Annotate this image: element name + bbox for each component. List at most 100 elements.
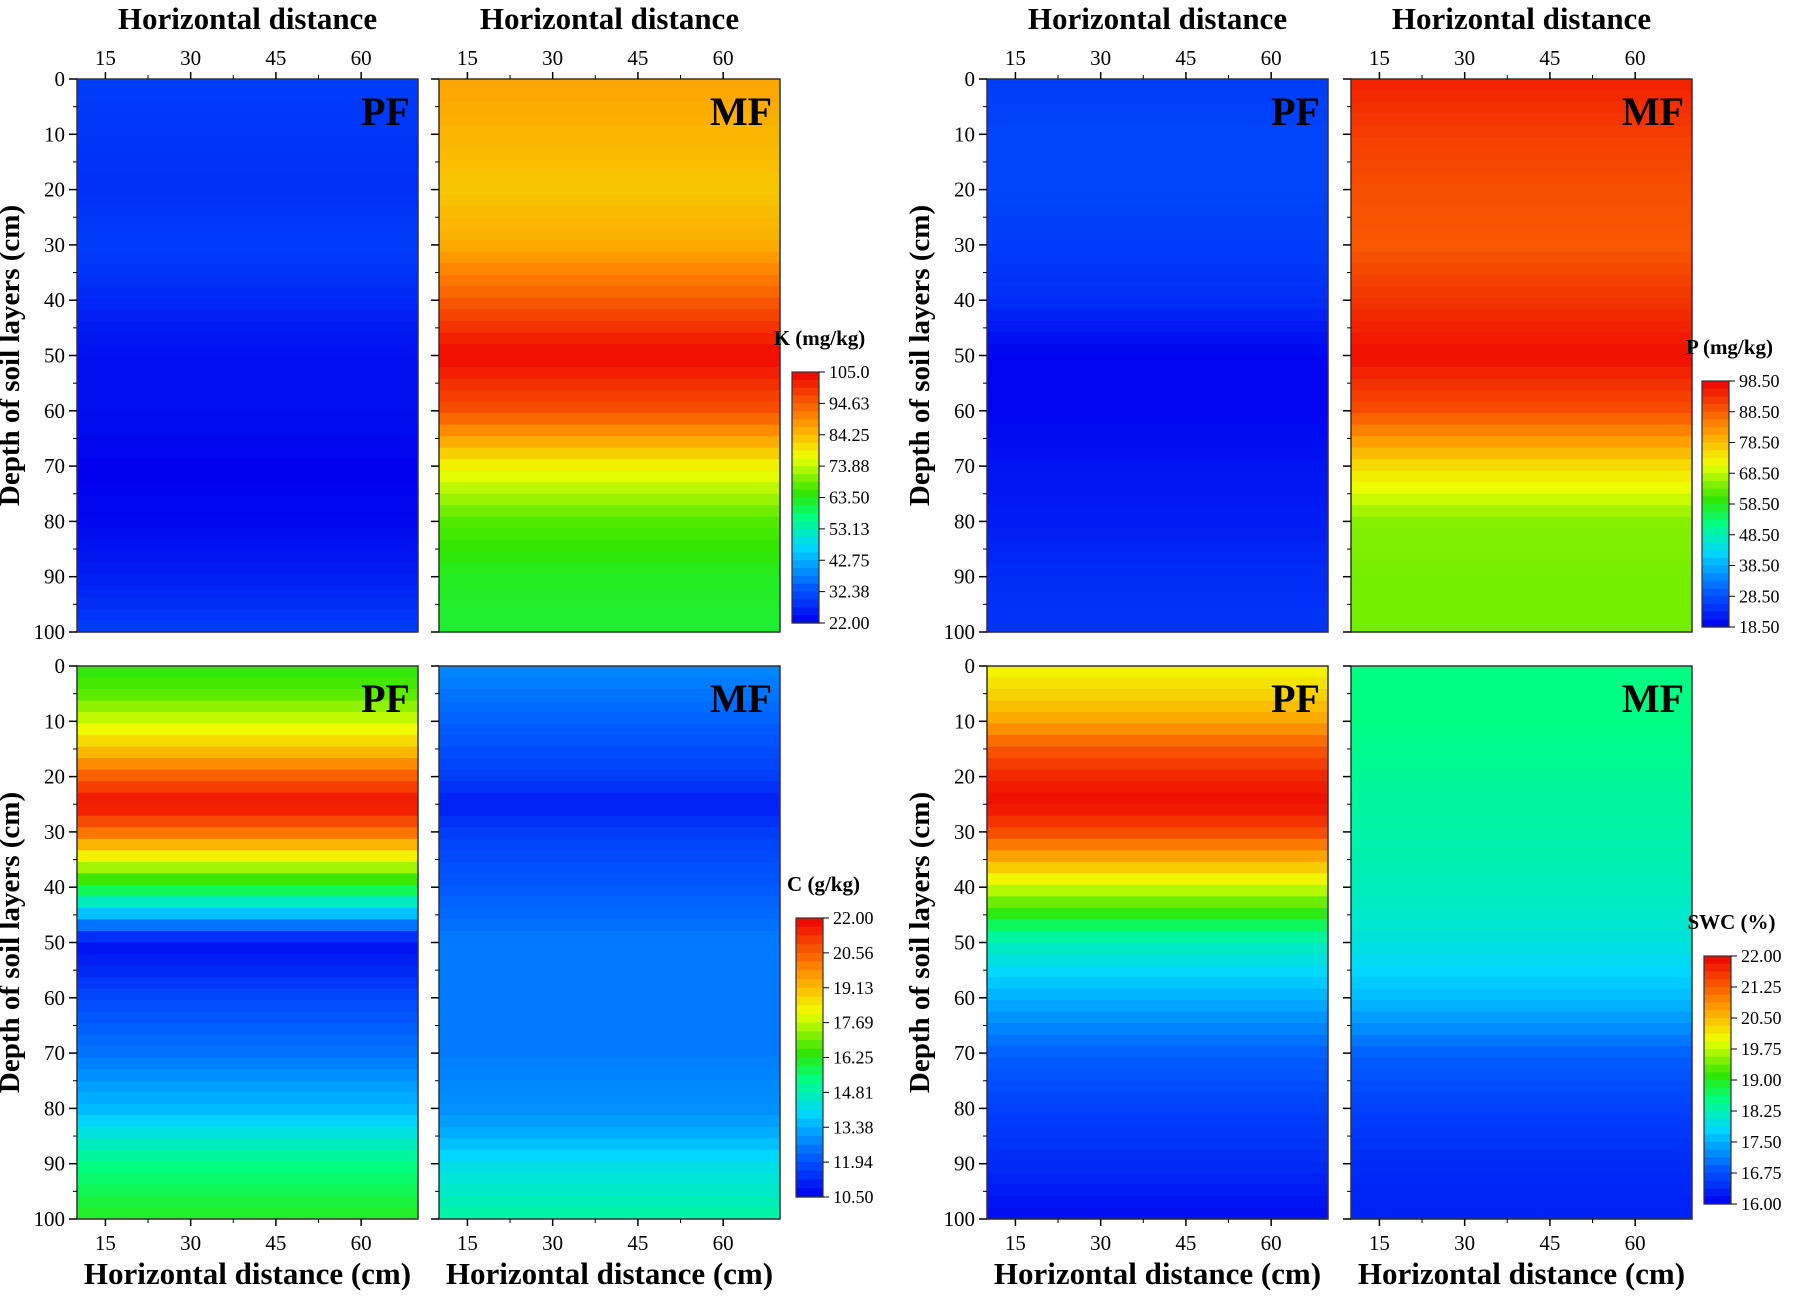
x-tick-label: 30: [1454, 1231, 1475, 1255]
heatmap-band: [1351, 1149, 1692, 1162]
colorbar-1: K (mg/kg) 105.0 94.63 84.25 73.88 63.50 53.13 4…: [774, 326, 870, 633]
heatmap-band: [439, 1023, 780, 1036]
heatmap-band: [1351, 1057, 1692, 1070]
colorbar-segment: [1702, 588, 1729, 597]
heatmap-band: [987, 1207, 1328, 1220]
colorbar-segment: [1702, 504, 1729, 513]
heatmap-band: [1351, 551, 1692, 564]
heatmap-band: [77, 551, 418, 564]
x-tick-label: 15: [95, 1231, 116, 1255]
colorbar-segment: [792, 591, 819, 601]
heatmap-band: [439, 332, 780, 345]
heatmap-band: [987, 320, 1328, 334]
heatmap-band: [77, 769, 418, 782]
heatmap-band: [439, 378, 780, 391]
heatmap-band: [1351, 171, 1692, 184]
heatmap-band: [987, 1138, 1328, 1151]
heatmap-band: [77, 827, 418, 840]
colorbar-tick-label: 63.50: [829, 488, 870, 508]
heatmap-band: [439, 90, 780, 103]
heatmap-band: [987, 102, 1328, 115]
colorbar-segment: [796, 1118, 823, 1128]
heatmap-band: [77, 804, 418, 817]
heatmap-band: [987, 182, 1328, 195]
x-tick-label: 45: [1175, 46, 1196, 70]
y-tick-label: 20: [44, 178, 65, 202]
heatmap-band: [1351, 1184, 1692, 1197]
colorbar-segment: [1702, 465, 1729, 474]
heatmap-band: [987, 378, 1328, 391]
colorbar-segment: [796, 1144, 823, 1155]
heatmap-band: [1351, 838, 1692, 851]
heatmap-band: [77, 1172, 418, 1186]
heatmap-band: [439, 401, 780, 414]
x-tick-label: 45: [1175, 1231, 1196, 1255]
x-tick-label: 30: [542, 46, 563, 70]
heatmap-band: [439, 516, 780, 529]
colorbar-tick-label: 19.75: [1741, 1039, 1782, 1059]
heatmap-band: [77, 1195, 418, 1209]
panel-label: MF: [710, 89, 772, 134]
colorbar-tick-label: 73.88: [829, 456, 870, 476]
heatmap-band: [1351, 516, 1692, 529]
heatmap-band: [987, 873, 1328, 886]
heatmap-band: [987, 1011, 1328, 1024]
heatmap-band: [987, 90, 1328, 103]
heatmap-band: [77, 378, 418, 391]
colorbar-tick-label: 53.13: [829, 519, 870, 539]
colorbar-tick-label: 32.38: [829, 582, 870, 602]
colorbar-segment: [1702, 596, 1729, 605]
colorbar-segment: [792, 560, 819, 569]
colorbar-tick-label: 17.50: [1741, 1132, 1782, 1152]
heatmap-band: [987, 136, 1328, 149]
x-tick-label: 15: [1369, 1231, 1390, 1255]
colorbar-segment: [796, 1022, 823, 1032]
heatmap-band: [439, 689, 780, 702]
heatmap-band: [1351, 1034, 1692, 1047]
heatmap-band: [987, 1069, 1328, 1082]
colorbar-segment: [792, 403, 819, 412]
colorbar-tick-label: 68.50: [1739, 463, 1780, 483]
heatmap-band: [1351, 735, 1692, 748]
heatmap-band: [1351, 942, 1692, 955]
heatmap-band: [987, 769, 1328, 782]
heatmap-band: [987, 620, 1328, 633]
heatmap-band: [439, 965, 780, 978]
heatmap-band: [1351, 343, 1692, 357]
heatmap-band: [439, 493, 780, 506]
heatmap-band: [439, 217, 780, 230]
heatmap-band: [77, 539, 418, 552]
colorbar-segment: [1702, 565, 1729, 574]
colorbar-segment: [796, 1040, 823, 1050]
heatmap-band: [1351, 746, 1692, 759]
colorbar-segment: [796, 1005, 823, 1015]
heatmap-band: [77, 79, 418, 92]
y-tick-label: 50: [44, 344, 65, 368]
colorbar-segment: [1702, 396, 1729, 405]
y-tick-label: 20: [954, 178, 975, 202]
heatmap-band: [77, 413, 418, 426]
heatmap-band: [77, 1011, 418, 1024]
heatmap-band: [439, 297, 780, 311]
x-tick-label: 45: [1539, 46, 1560, 70]
heatmap-band: [987, 735, 1328, 748]
colorbar-segment: [792, 583, 819, 593]
heatmap-band: [987, 838, 1328, 851]
heatmap-band: [1351, 320, 1692, 334]
y-axis-title: Depth of soil layers (cm): [904, 792, 936, 1093]
heatmap-band: [439, 1126, 780, 1139]
y-tick-label: 10: [44, 709, 65, 733]
heatmap-band: [77, 113, 418, 126]
x-tick-label: 45: [627, 46, 648, 70]
heatmap-band: [987, 815, 1328, 828]
heatmap-band: [439, 988, 780, 1001]
heatmap-band: [439, 815, 780, 828]
colorbar-segment: [796, 1153, 823, 1163]
panel-3: 0 10 20 30 40 50 60 70 80 90 100 15 30 45 60 Horizontal…: [904, 1, 1329, 644]
heatmap-band: [987, 297, 1328, 311]
heatmap-band: [1351, 205, 1692, 218]
heatmap-band: [987, 977, 1328, 990]
colorbar-segment: [796, 1135, 823, 1146]
heatmap-band: [1351, 1172, 1692, 1186]
heatmap-band: [1351, 1000, 1692, 1013]
